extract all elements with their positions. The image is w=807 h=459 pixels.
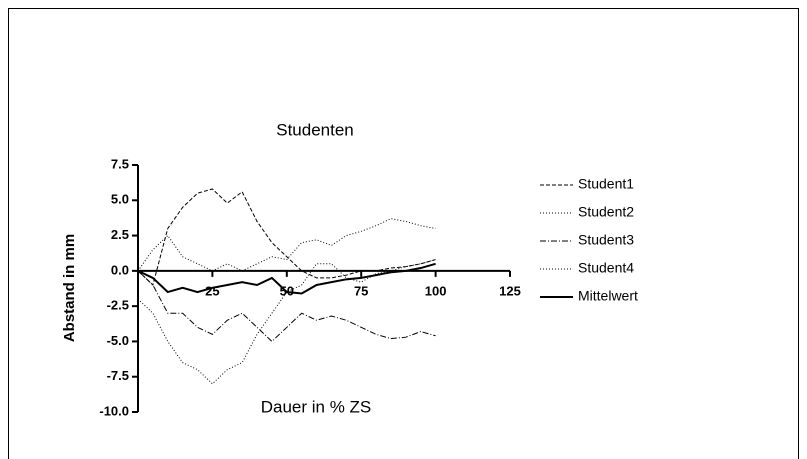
series-line	[137, 262, 436, 295]
chart-title: Studenten	[276, 120, 354, 139]
y-axis-label: Abstand in mm	[61, 234, 78, 342]
x-tick-label: 75	[354, 283, 368, 298]
x-axis-label: Dauer in % ZS	[261, 397, 372, 416]
y-tick-label: 7.5	[111, 156, 129, 171]
series-line	[137, 218, 436, 272]
series-line	[137, 259, 436, 385]
legend-label: Student2	[578, 204, 634, 220]
legend-label: Student1	[578, 176, 634, 192]
series-line	[137, 270, 436, 343]
legend-label: Student4	[578, 260, 634, 276]
y-tick-label: 0.0	[111, 262, 129, 277]
x-tick-label: 100	[425, 283, 447, 298]
y-tick-label: 2.5	[111, 227, 129, 242]
y-tick-label: -7.5	[107, 368, 129, 383]
legend-label: Student3	[578, 232, 634, 248]
series-line	[137, 188, 436, 286]
y-tick-label: 5.0	[111, 192, 129, 207]
x-tick-label: 25	[205, 283, 219, 298]
legend-label: Mittelwert	[578, 288, 638, 304]
x-tick-label: 125	[499, 283, 521, 298]
frame	[8, 8, 799, 459]
y-tick-label: -10.0	[99, 403, 129, 418]
y-tick-label: -5.0	[107, 333, 129, 348]
y-tick-label: -2.5	[107, 298, 129, 313]
